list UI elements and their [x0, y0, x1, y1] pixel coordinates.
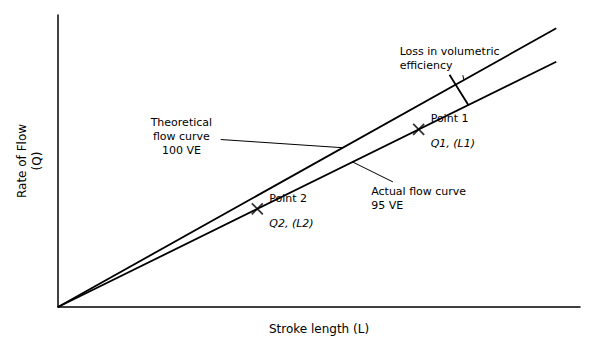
- svg-text:Q1, (L1): Q1, (L1): [431, 137, 475, 150]
- svg-text:Point 2: Point 2: [269, 192, 307, 205]
- svg-text:Rate of Flow: Rate of Flow: [15, 124, 29, 198]
- svg-text:Theoretical: Theoretical: [150, 116, 212, 129]
- svg-text:100 VE: 100 VE: [162, 144, 201, 157]
- svg-text:efficiency: efficiency: [400, 59, 453, 72]
- svg-text:Loss in volumetric: Loss in volumetric: [400, 45, 500, 58]
- svg-text:Q2, (L2): Q2, (L2): [269, 217, 313, 230]
- svg-text:flow curve: flow curve: [153, 130, 210, 143]
- svg-text:Stroke length (L): Stroke length (L): [269, 322, 369, 336]
- svg-text:(Q): (Q): [30, 152, 44, 171]
- svg-text:95 VE: 95 VE: [371, 199, 403, 212]
- svg-text:Point 1: Point 1: [431, 112, 469, 125]
- svg-text:Actual flow curve: Actual flow curve: [371, 185, 466, 198]
